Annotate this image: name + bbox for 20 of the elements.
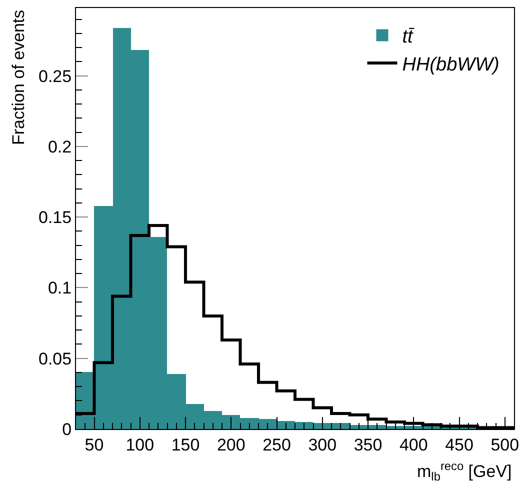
y-tick-label: 0.15 — [38, 208, 72, 228]
x-tick-label: 450 — [445, 435, 474, 454]
y-tick-label: 0.1 — [48, 278, 72, 298]
y-tick-label: 0.05 — [38, 349, 72, 368]
y-tick-label: 0.25 — [38, 66, 72, 86]
x-tick-label: 500 — [490, 435, 520, 454]
x-tick-label: 100 — [126, 435, 154, 454]
x-tick-label: 150 — [171, 435, 200, 454]
legend-label: HH(bbWW) — [402, 54, 500, 76]
x-tick-label: 50 — [84, 435, 104, 454]
x-tick-label: 200 — [216, 435, 246, 454]
legend-label: tt̄ — [402, 26, 415, 48]
x-tick-label: 350 — [354, 435, 382, 454]
y-tick-label: 0 — [62, 420, 72, 439]
x-tick-label: 300 — [308, 435, 337, 454]
x-tick-label: 250 — [262, 435, 291, 454]
x-tick-label: 400 — [399, 435, 428, 454]
y-axis-title: Fraction of events — [9, 10, 28, 145]
x-axis-title: m$_{lb}$$^{reco}$ [GeV] — [417, 459, 512, 484]
y-tick-label: 0.2 — [48, 137, 72, 156]
